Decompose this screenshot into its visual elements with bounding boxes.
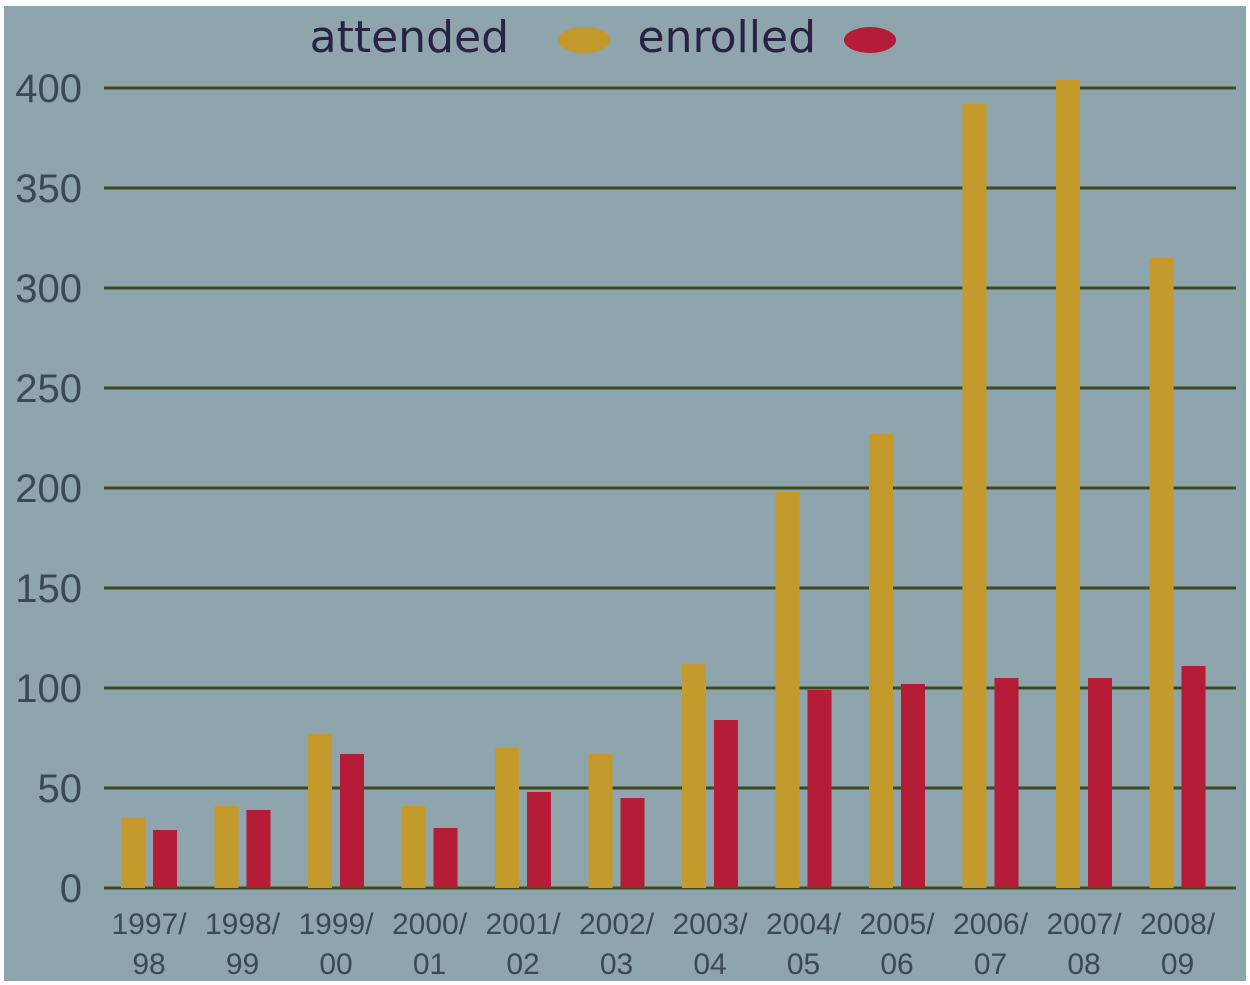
bar-enrolled bbox=[620, 798, 645, 888]
bar-enrolled bbox=[246, 810, 271, 888]
x-tick-label: 2005/ bbox=[859, 908, 935, 941]
bar-attended bbox=[962, 104, 987, 888]
x-tick-label-line2: 02 bbox=[506, 948, 539, 981]
x-tick-label: 2006/ bbox=[953, 908, 1029, 941]
x-tick-label: 1997/ bbox=[111, 908, 187, 941]
bar-enrolled bbox=[901, 684, 925, 888]
bar-attended bbox=[214, 806, 239, 888]
x-tick-label-line2: 01 bbox=[413, 948, 446, 981]
x-tick-label-line2: 09 bbox=[1161, 948, 1194, 981]
bars bbox=[121, 80, 1206, 888]
bar-attended bbox=[588, 754, 613, 888]
x-tick-label-line2: 00 bbox=[319, 948, 352, 981]
legend-label-attended: attended bbox=[310, 12, 509, 63]
x-tick-label-line2: 03 bbox=[600, 948, 633, 981]
x-tick-label: 1999/ bbox=[298, 908, 374, 941]
bar-attended bbox=[401, 806, 426, 888]
bar-enrolled bbox=[527, 792, 551, 888]
x-tick-label-line2: 08 bbox=[1067, 948, 1100, 981]
bar-attended bbox=[308, 734, 332, 888]
bar-enrolled bbox=[153, 830, 177, 888]
x-tick-label: 2007/ bbox=[1046, 908, 1122, 941]
x-tick-label: 2000/ bbox=[392, 908, 468, 941]
bar-enrolled bbox=[714, 720, 738, 888]
y-tick-label: 50 bbox=[38, 767, 83, 811]
legend-swatch-enrolled bbox=[844, 27, 896, 53]
bar-attended bbox=[869, 434, 893, 888]
bar-attended bbox=[775, 492, 800, 888]
y-tick-label: 150 bbox=[15, 567, 82, 611]
bar-attended bbox=[495, 748, 519, 888]
legend-swatch-attended bbox=[558, 27, 610, 53]
x-tick-label: 2001/ bbox=[485, 908, 561, 941]
bar-enrolled bbox=[1088, 678, 1112, 888]
bar-attended bbox=[1056, 80, 1080, 888]
bar-enrolled bbox=[433, 828, 458, 888]
bar-enrolled bbox=[340, 754, 364, 888]
y-tick-label: 400 bbox=[15, 67, 82, 111]
x-tick-label: 2008/ bbox=[1140, 908, 1216, 941]
x-tick-label-line2: 99 bbox=[226, 948, 259, 981]
y-axis-ticks: 0 50 100 150 200 250 300 350 400 bbox=[15, 67, 82, 911]
x-tick-label: 2003/ bbox=[672, 908, 748, 941]
x-tick-label: 2004/ bbox=[766, 908, 842, 941]
x-tick-label-line2: 98 bbox=[132, 948, 165, 981]
y-tick-label: 350 bbox=[15, 167, 82, 211]
bar-attended bbox=[682, 664, 706, 888]
legend: attended enrolled bbox=[310, 12, 896, 63]
y-tick-label: 250 bbox=[15, 367, 82, 411]
x-tick-label-line2: 05 bbox=[787, 948, 820, 981]
x-tick-label: 2002/ bbox=[579, 908, 655, 941]
y-tick-label: 200 bbox=[15, 467, 82, 511]
y-tick-label: 0 bbox=[60, 867, 82, 911]
x-axis-labels: 1997/98 1998/99 1999/00 2000/01 2001/02 2002/… bbox=[111, 908, 1215, 981]
y-tick-label: 300 bbox=[15, 267, 82, 311]
x-tick-label-line2: 07 bbox=[974, 948, 1007, 981]
x-tick-label-line2: 06 bbox=[880, 948, 913, 981]
bar-enrolled bbox=[1181, 666, 1206, 888]
bar-enrolled bbox=[994, 678, 1019, 888]
gridlines bbox=[104, 86, 1236, 890]
bar-attended bbox=[1149, 258, 1174, 888]
x-tick-label-line2: 04 bbox=[693, 948, 726, 981]
bar-enrolled bbox=[807, 690, 832, 888]
chart-frame: attended enrolled 0 50 100 150 200 250 300 350 4… bbox=[4, 6, 1246, 981]
bar-chart: attended enrolled 0501001502002503003504… bbox=[15, 12, 1236, 981]
legend-label-enrolled: enrolled bbox=[638, 12, 816, 63]
x-tick-label: 1998/ bbox=[205, 908, 281, 941]
bar-attended bbox=[121, 818, 145, 888]
y-tick-label: 100 bbox=[15, 667, 82, 711]
